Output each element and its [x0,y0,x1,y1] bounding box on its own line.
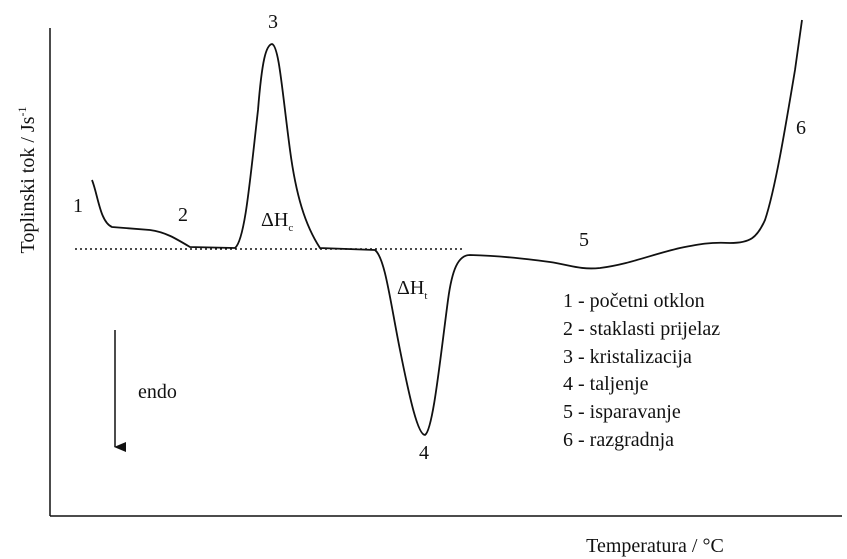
point-label: 1 [73,195,83,217]
legend-item: 2 - staklasti prijelaz [563,318,720,340]
direction-label: endo [138,381,177,403]
point-label: 3 [268,11,278,33]
point-label: 2 [178,204,188,226]
legend-item: 1 - početni otklon [563,290,705,312]
legend: 1 - početni otklon 2 - staklasti prijela… [563,290,720,451]
legend-item: 6 - razgradnja [563,429,674,451]
enthalpy-subscript: c [288,222,293,234]
point-label: 4 [419,442,429,464]
enthalpy-subscript: t [424,290,427,302]
legend-item: 4 - taljenje [563,373,649,395]
enthalpy-symbol: ΔH [397,277,424,299]
legend-item: 5 - isparavanje [563,401,681,423]
legend-item: 3 - kristalizacija [563,346,692,368]
enthalpy-symbol: ΔH [261,209,288,231]
dsc-curve [91,19,803,436]
point-label: 5 [579,229,589,251]
y-axis-label-text: Toplinski tok / Js [17,116,39,253]
y-axis-label-superscript: -1 [15,107,29,117]
y-axis-label: Toplinski tok / Js-1 [15,107,39,254]
x-axis-label: Temperatura / °C [586,535,724,557]
enthalpy-label: ΔHt [397,277,427,302]
enthalpy-label: ΔHc [261,209,293,234]
point-label: 6 [796,117,806,139]
